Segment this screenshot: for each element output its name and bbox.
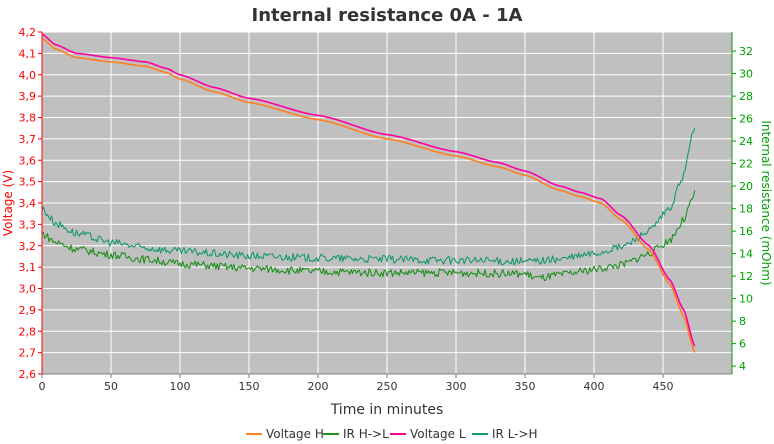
y-left-tick-label: 3,3	[19, 218, 37, 231]
y-left-tick-label: 2,9	[19, 304, 37, 317]
series-line-voltage-l	[41, 33, 696, 347]
x-tick-label: 450	[653, 380, 674, 393]
chart-title: Internal resistance 0A - 1A	[252, 5, 523, 26]
y-right-tick-label: 14	[739, 248, 753, 261]
x-axis-ticks: 0 50 100 150 200 250 300 350 400 450	[39, 374, 674, 393]
series-layer	[41, 33, 696, 353]
y-left-tick-label: 4,0	[19, 69, 37, 82]
y-left-tick-label: 3,7	[19, 133, 37, 146]
x-tick-label: 400	[584, 380, 605, 393]
y-right-tick-label: 16	[739, 225, 753, 238]
y-right-tick-label: 8	[739, 315, 746, 328]
y-right-axis-label: Internal resistance (mOhm)	[759, 120, 773, 285]
y-left-tick-label: 4,1	[19, 47, 37, 60]
y-left-tick-label: 3,2	[19, 240, 37, 253]
x-tick-label: 350	[515, 380, 536, 393]
y-left-tick-label: 3,1	[19, 261, 37, 274]
series-line-ir-l-h	[41, 127, 696, 266]
y-left-axis-label: Voltage (V)	[1, 170, 15, 236]
y-right-tick-label: 28	[739, 90, 753, 103]
y-right-tick-label: 18	[739, 203, 753, 216]
y-left-tick-label: 3,4	[19, 197, 37, 210]
y-left-tick-label: 3,6	[19, 154, 37, 167]
y-right-tick-label: 30	[739, 68, 753, 81]
y-right-tick-label: 24	[739, 135, 753, 148]
legend-label: IR H->L	[343, 427, 389, 441]
y-left-tick-label: 3,8	[19, 112, 37, 125]
x-tick-label: 100	[170, 380, 191, 393]
legend-label: Voltage H	[266, 427, 324, 441]
x-tick-label: 200	[308, 380, 329, 393]
y-right-axis-ticks: 32 30 28 26 24 22 20 18 16 14 12 10 8 6 4	[732, 45, 753, 373]
y-left-axis-ticks: 4,2 4,1 4,0 3,9 3,8 3,7 3,6 3,5 3,4 3,3 3,2 3,1 3,0 2…	[19, 26, 42, 381]
y-right-tick-label: 26	[739, 113, 753, 126]
y-right-tick-label: 12	[739, 270, 753, 283]
y-right-tick-label: 22	[739, 158, 753, 171]
y-left-tick-label: 2,7	[19, 347, 37, 360]
y-left-tick-label: 3,5	[19, 176, 37, 189]
series-line-ir-h-l	[41, 190, 696, 282]
y-right-tick-label: 32	[739, 45, 753, 58]
x-tick-label: 150	[239, 380, 260, 393]
y-left-tick-label: 2,8	[19, 325, 37, 338]
x-tick-label: 50	[104, 380, 118, 393]
y-right-tick-label: 6	[739, 338, 746, 351]
y-right-tick-label: 4	[739, 360, 746, 373]
y-left-tick-label: 3,0	[19, 283, 37, 296]
x-tick-label: 250	[377, 380, 398, 393]
x-tick-label: 300	[446, 380, 467, 393]
legend-label: Voltage L	[410, 427, 466, 441]
y-left-tick-label: 4,2	[19, 26, 37, 39]
x-tick-label: 0	[39, 380, 46, 393]
y-left-tick-label: 3,9	[19, 90, 37, 103]
legend: Voltage H IR H->L Voltage L IR L->H	[246, 427, 538, 441]
y-left-tick-label: 2,6	[19, 368, 37, 381]
y-right-tick-label: 10	[739, 293, 753, 306]
legend-label: IR L->H	[492, 427, 538, 441]
x-axis-label: Time in minutes	[330, 402, 444, 418]
gridlines	[41, 31, 732, 375]
series-line-voltage-h	[41, 37, 696, 353]
y-right-tick-label: 20	[739, 180, 753, 193]
